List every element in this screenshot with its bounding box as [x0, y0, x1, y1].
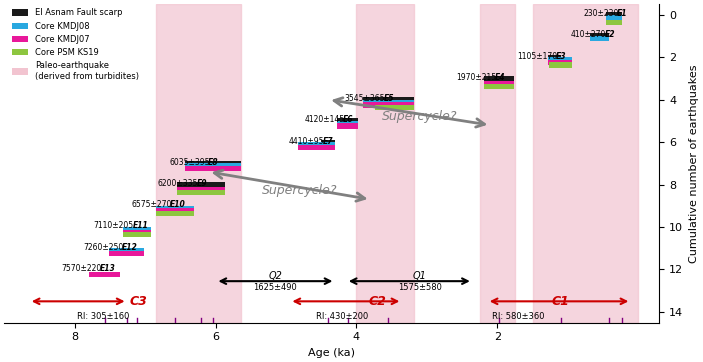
Text: 230±230: 230±230 — [583, 9, 619, 18]
Text: 1105±170: 1105±170 — [517, 52, 557, 61]
Text: 6575±270: 6575±270 — [131, 200, 172, 209]
Text: Q2: Q2 — [269, 271, 283, 281]
Bar — [479, 4, 515, 323]
Text: C2: C2 — [368, 295, 387, 308]
Text: E6: E6 — [343, 115, 354, 125]
Text: RI: 580±360: RI: 580±360 — [492, 312, 545, 321]
Text: E11: E11 — [132, 222, 148, 231]
Text: 3545±365: 3545±365 — [344, 94, 385, 103]
Text: Q1: Q1 — [413, 271, 427, 281]
Text: E12: E12 — [122, 243, 138, 252]
Y-axis label: Cumulative number of earthquakes: Cumulative number of earthquakes — [689, 64, 699, 262]
Text: C1: C1 — [552, 295, 569, 308]
Bar — [533, 4, 638, 323]
Text: 7110±205: 7110±205 — [93, 222, 134, 231]
Text: 6200±335: 6200±335 — [157, 179, 198, 188]
Text: E9: E9 — [197, 179, 207, 188]
Text: C3: C3 — [129, 295, 147, 308]
Text: E8: E8 — [208, 158, 219, 167]
Text: E5: E5 — [384, 94, 394, 103]
Text: E1: E1 — [617, 9, 628, 18]
X-axis label: Age (ka): Age (ka) — [309, 348, 355, 358]
Text: E10: E10 — [170, 200, 186, 209]
Text: E4: E4 — [494, 73, 505, 82]
Text: 6035±395: 6035±395 — [169, 158, 209, 167]
Text: 4410±95: 4410±95 — [288, 136, 324, 146]
Legend: El Asnam Fault scarp, Core KMDJ08, Core KMDJ07, Core PSM KS19, Paleo-earthquake
: El Asnam Fault scarp, Core KMDJ08, Core … — [8, 5, 142, 84]
Text: RI: 305±160: RI: 305±160 — [77, 312, 129, 321]
Text: E2: E2 — [605, 30, 615, 39]
Text: 7570±220: 7570±220 — [61, 264, 101, 273]
Text: Supercycle?: Supercycle? — [382, 110, 458, 123]
Text: E3: E3 — [555, 52, 566, 61]
Text: 4120±145: 4120±145 — [304, 115, 344, 125]
Text: 1970±215: 1970±215 — [456, 73, 496, 82]
Text: 7260±250: 7260±250 — [83, 243, 123, 252]
Text: Supercycle?: Supercycle? — [262, 185, 338, 197]
Text: E7: E7 — [323, 136, 333, 146]
Text: 410±270: 410±270 — [571, 30, 606, 39]
Text: 1625±490: 1625±490 — [254, 283, 297, 292]
Text: RI: 430±200: RI: 430±200 — [316, 312, 368, 321]
Text: 1575±580: 1575±580 — [398, 283, 441, 292]
Bar — [155, 4, 241, 323]
Text: E13: E13 — [100, 264, 116, 273]
Bar — [356, 4, 414, 323]
